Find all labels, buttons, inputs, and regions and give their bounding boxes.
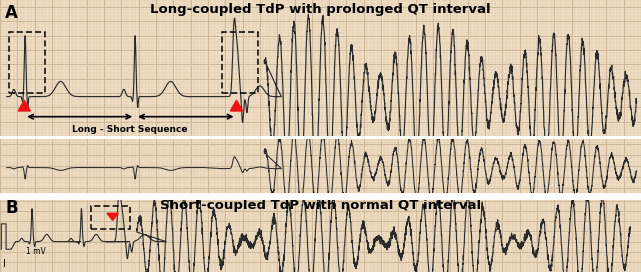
Text: 1 mV: 1 mV bbox=[26, 247, 46, 256]
Text: Short-coupled TdP with normal QT interval: Short-coupled TdP with normal QT interva… bbox=[160, 199, 481, 212]
Text: Long-coupled TdP with prolonged QT interval: Long-coupled TdP with prolonged QT inter… bbox=[150, 3, 491, 16]
Text: B: B bbox=[5, 199, 18, 217]
Polygon shape bbox=[230, 100, 242, 111]
Polygon shape bbox=[18, 100, 30, 111]
Text: Long - Short Sequence: Long - Short Sequence bbox=[72, 125, 188, 134]
Polygon shape bbox=[107, 213, 118, 220]
Text: A: A bbox=[5, 4, 18, 22]
Text: I: I bbox=[3, 259, 6, 269]
